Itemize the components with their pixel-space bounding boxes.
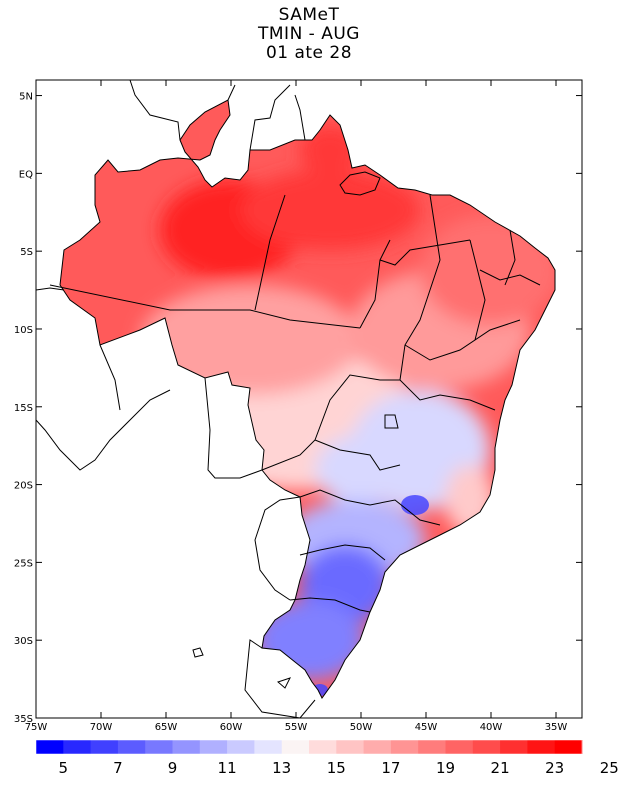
lat-tick-label: 15S bbox=[14, 403, 33, 414]
lon-tick-label: 70W bbox=[90, 722, 113, 733]
colorbar-label: 11 bbox=[218, 759, 237, 777]
map-title: SAMeT TMIN - AUG 01 ate 28 bbox=[0, 6, 618, 63]
lat-tick-label: EQ bbox=[19, 169, 33, 180]
colorbar-swatch bbox=[363, 740, 392, 754]
title-line-2: TMIN - AUG bbox=[258, 24, 360, 44]
lat-tick-label: 5N bbox=[19, 92, 33, 103]
map-frame bbox=[35, 79, 583, 719]
lat-tick-label: 30S bbox=[14, 636, 33, 647]
colorbar-label: 15 bbox=[327, 759, 346, 777]
lon-tick-label: 45W bbox=[415, 722, 438, 733]
colorbar-swatch bbox=[254, 740, 283, 754]
lon-tick-label: 35W bbox=[545, 722, 568, 733]
state-borders bbox=[49, 194, 541, 613]
colorbar-swatch bbox=[336, 740, 365, 754]
latitude-axis: 5N EQ 5S 10S 15S 20S 25S 30S 35S bbox=[14, 92, 582, 725]
colorbar-label: 13 bbox=[272, 759, 291, 777]
lat-tick-label: 10S bbox=[14, 325, 33, 336]
lat-tick-label: 20S bbox=[14, 481, 33, 492]
region-goias-cool bbox=[315, 435, 405, 505]
colorbar-label: 23 bbox=[545, 759, 564, 777]
coastline-brazil bbox=[59, 99, 556, 699]
colorbar-swatch bbox=[309, 740, 337, 754]
colorbar-outline bbox=[35, 739, 583, 755]
lat-tick-label: 35S bbox=[14, 714, 33, 725]
colorbar-swatch bbox=[63, 740, 92, 754]
longitude-axis: 75W 70W 65W 60W 55W 50W 45W 40W 35W bbox=[25, 80, 568, 733]
lat-tick-label: 25S bbox=[14, 558, 33, 569]
region-north-coast bbox=[240, 170, 420, 250]
colorbar-label: 9 bbox=[168, 759, 178, 777]
title-line-3: 01 ate 28 bbox=[265, 43, 353, 63]
colorbar-label: 25 bbox=[600, 759, 618, 777]
region-northeast bbox=[420, 215, 555, 325]
borders bbox=[36, 80, 556, 718]
colorbar-swatch bbox=[418, 740, 446, 754]
lon-tick-label: 75W bbox=[25, 722, 48, 733]
region-mato-grosso bbox=[140, 285, 360, 395]
colorbar-swatch bbox=[500, 740, 528, 754]
lat-tick-label: 5S bbox=[20, 247, 33, 258]
colorbar-swatch bbox=[554, 740, 583, 754]
region-rio-grande-sul bbox=[255, 600, 365, 680]
colorbar-swatch bbox=[199, 740, 228, 754]
colorbar-swatch bbox=[145, 740, 173, 754]
region-amapa bbox=[300, 125, 360, 175]
colorbar-swatch bbox=[227, 740, 255, 754]
region-mountain-cold-mg bbox=[401, 495, 429, 515]
colorbar-label: 21 bbox=[491, 759, 510, 777]
colorbar-swatch bbox=[172, 740, 201, 754]
colorbar-label: 19 bbox=[436, 759, 455, 777]
colorbar-swatch bbox=[281, 740, 310, 754]
colorbar-swatch bbox=[90, 740, 119, 754]
colorbar-label: 5 bbox=[59, 759, 69, 777]
colorbar: 5 7 9 11 13 15 17 19 21 23 25 bbox=[35, 739, 618, 777]
lon-tick-label: 50W bbox=[350, 722, 373, 733]
lon-tick-label: 55W bbox=[285, 722, 308, 733]
colorbar-swatch bbox=[445, 740, 474, 754]
colorbar-swatch bbox=[117, 740, 146, 754]
colorbar-swatch bbox=[36, 740, 64, 754]
colorbar-label: 7 bbox=[113, 759, 123, 777]
colorbar-swatch bbox=[390, 740, 419, 754]
islands bbox=[192, 171, 381, 689]
lon-tick-label: 65W bbox=[155, 722, 178, 733]
colorbar-swatch bbox=[527, 740, 556, 754]
country-borders bbox=[36, 80, 316, 718]
lon-tick-label: 40W bbox=[480, 722, 503, 733]
title-line-1: SAMeT bbox=[278, 5, 340, 25]
lon-tick-label: 60W bbox=[220, 722, 243, 733]
colorbar-label: 17 bbox=[381, 759, 400, 777]
colorbar-swatch bbox=[472, 740, 501, 754]
